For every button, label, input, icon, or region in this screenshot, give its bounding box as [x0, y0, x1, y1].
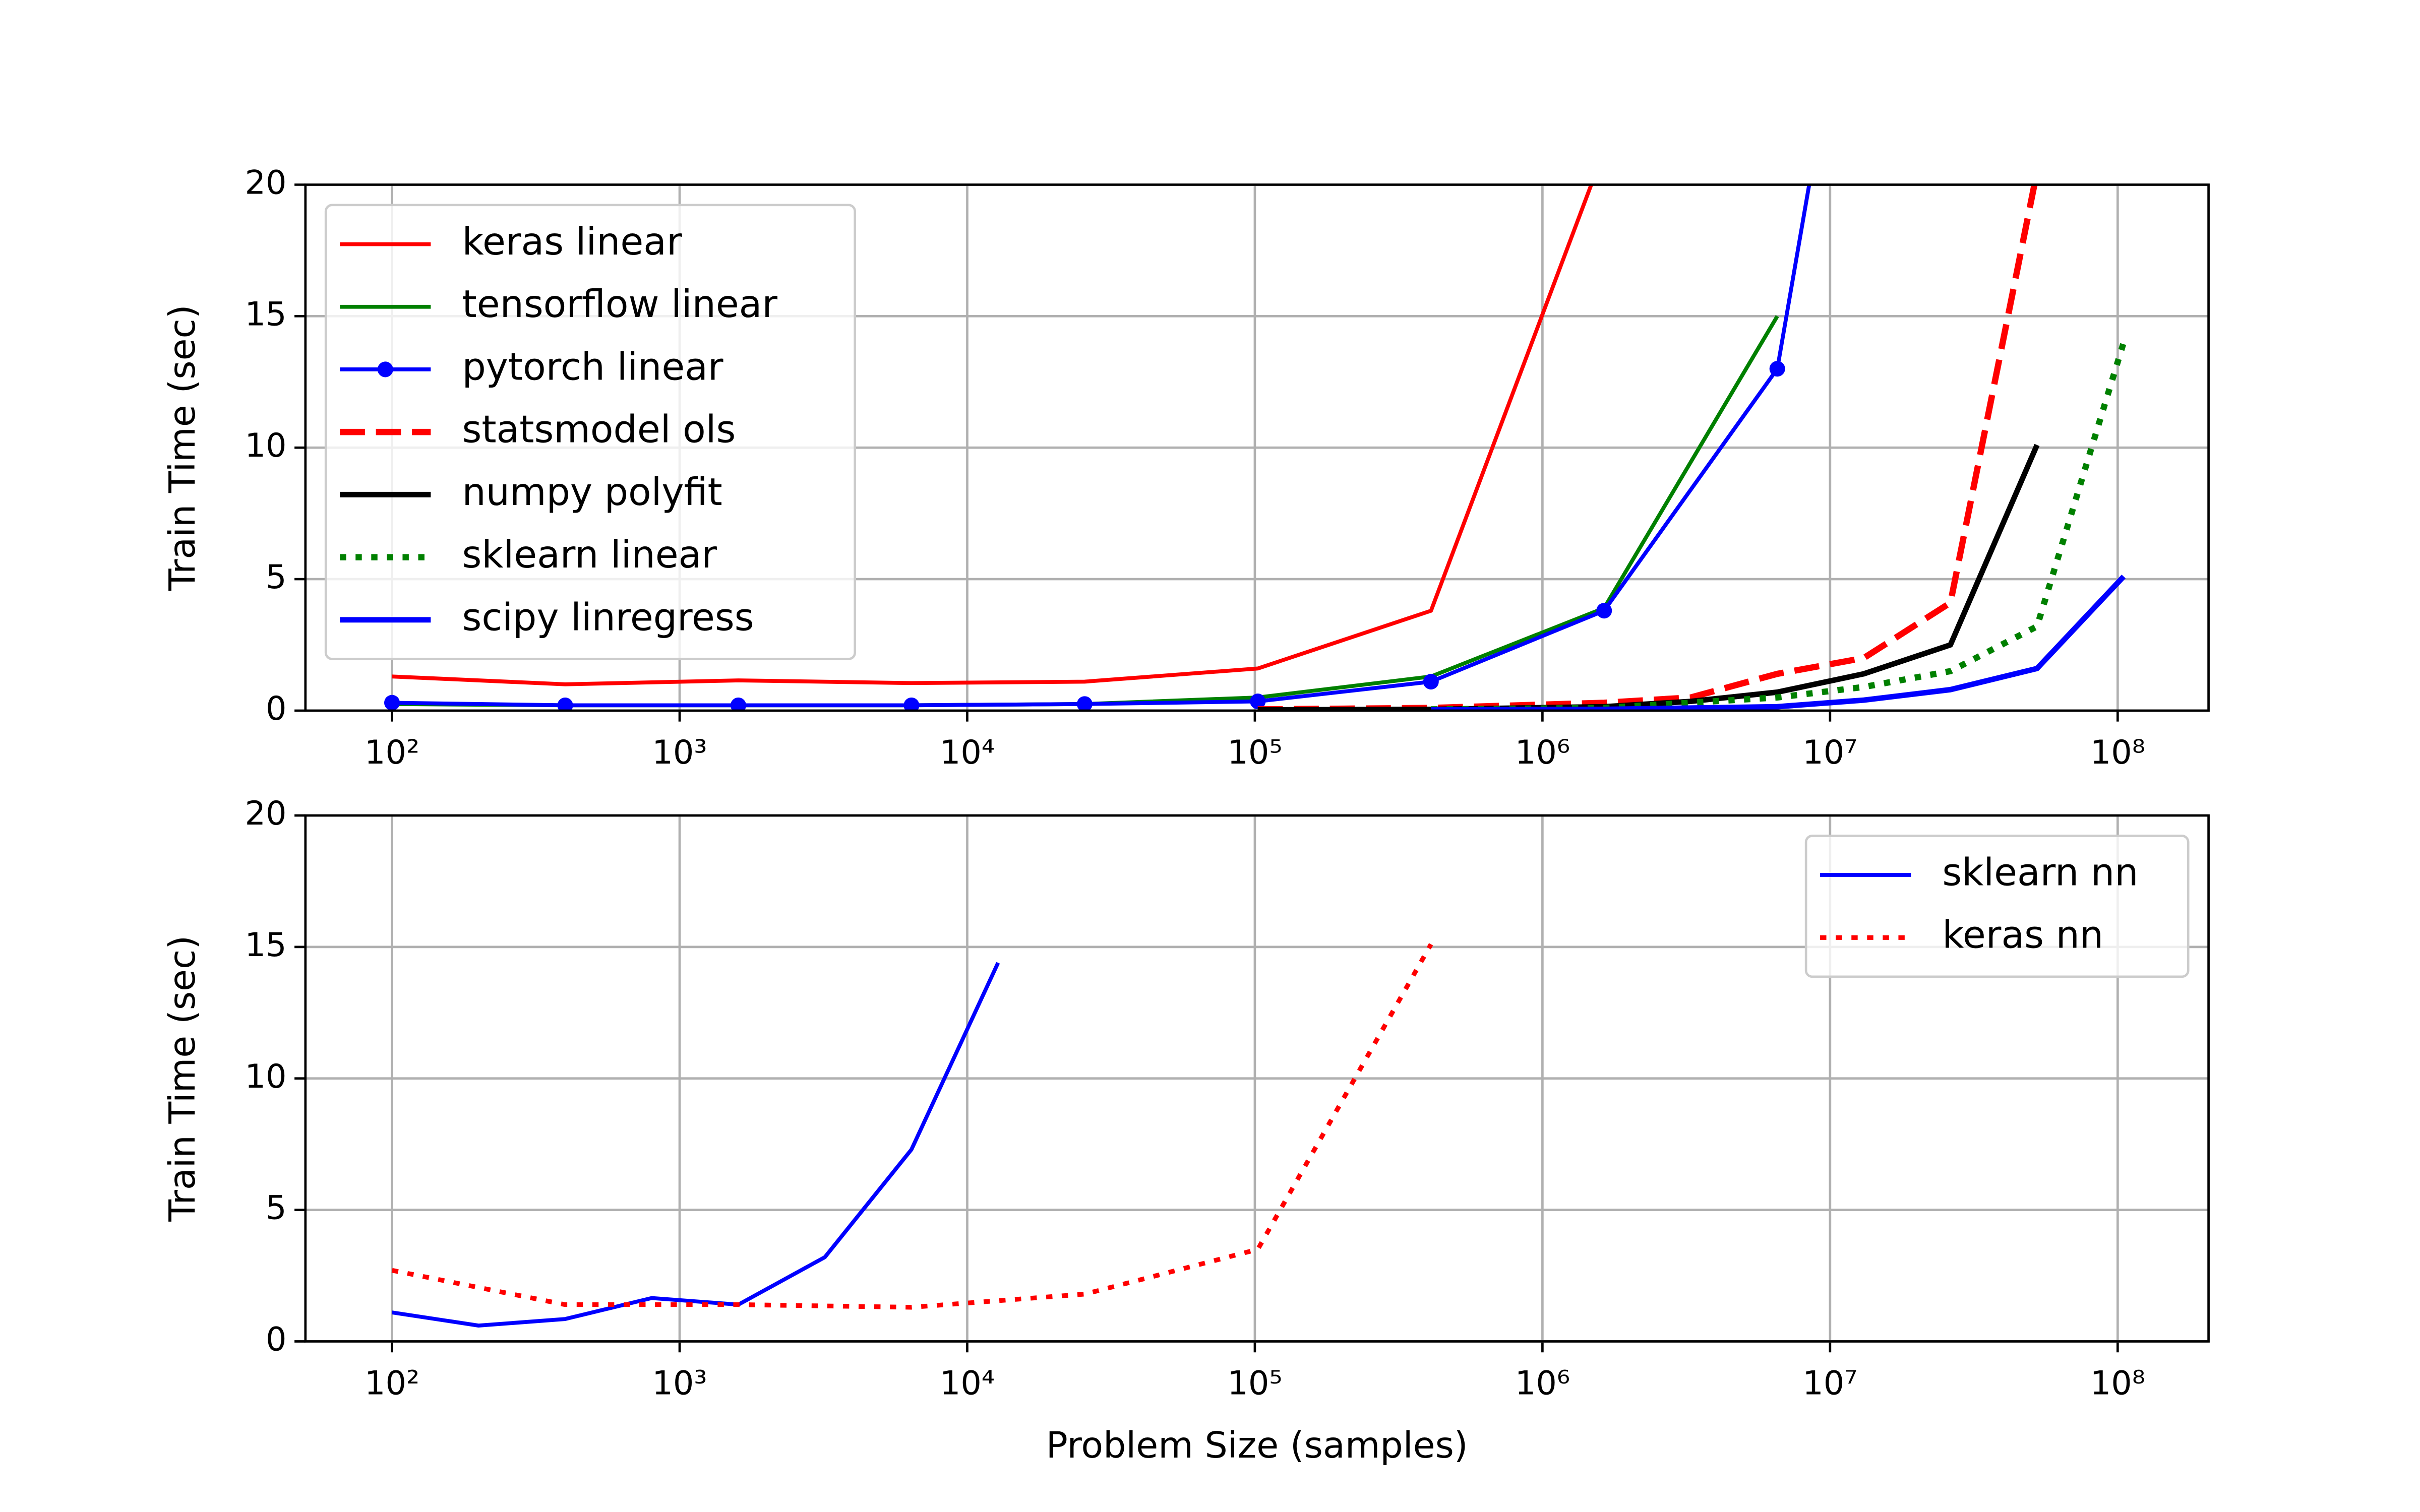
y-tick-label: 0 [266, 689, 287, 728]
x-tick-label: 10⁸ [2090, 1364, 2145, 1403]
x-tick-label: 10⁵ [1227, 1364, 1282, 1403]
data-point [557, 697, 573, 711]
data-point [730, 697, 746, 711]
x-tick-label: 10⁷ [1802, 1364, 1857, 1403]
y-tick-label: 5 [266, 1189, 287, 1227]
legend-label: scipy linregress [462, 595, 754, 639]
y-tick-label: 10 [245, 426, 287, 465]
x-tick-label: 10² [365, 733, 419, 772]
legend-box [324, 204, 857, 660]
y-tick-label: 20 [245, 794, 287, 833]
x-tick-label: 10⁵ [1227, 733, 1282, 772]
legend-label: sklearn linear [462, 533, 717, 577]
data-point [1250, 694, 1266, 710]
legend: sklearn nn keras nn [1804, 835, 2190, 978]
legend-label: statsmodel ols [462, 408, 736, 452]
legend-label: numpy polyfit [462, 470, 722, 514]
x-tick-label: 10⁴ [940, 733, 995, 772]
legend: keras linear tensorflow linear pytorch lin… [324, 204, 857, 660]
data-point [1769, 361, 1785, 377]
x-tick-label: 10⁶ [1515, 733, 1570, 772]
x-tick-label: 10² [365, 1364, 419, 1403]
x-tick-label: 10³ [652, 733, 707, 772]
data-point [1423, 674, 1439, 690]
data-point [1596, 603, 1612, 619]
x-tick-label: 10⁷ [1802, 733, 1857, 772]
series-line [391, 943, 1433, 1310]
plot-area [384, 184, 2127, 711]
legend-label: keras linear [462, 220, 682, 264]
x-tick-label: 10⁶ [1515, 1364, 1570, 1403]
y-tick-label: 15 [245, 295, 287, 333]
x-axis-label: Problem Size (samples) [1046, 1424, 1468, 1466]
legend-marker [377, 361, 393, 377]
x-tick-label: 10³ [652, 1364, 707, 1403]
y-tick-label: 15 [245, 926, 287, 964]
legend-box [1804, 835, 2190, 978]
y-tick-label: 5 [266, 558, 287, 596]
x-tick-label: 10⁴ [940, 1364, 995, 1403]
y-tick-label: 20 [245, 164, 287, 202]
legend-label: sklearn nn [1942, 851, 2138, 895]
x-tick-label: 10⁸ [2090, 733, 2145, 772]
y-tick-label: 0 [266, 1320, 287, 1359]
legend-label: keras nn [1942, 913, 2103, 957]
data-point [1076, 696, 1093, 711]
axes-frame [304, 183, 2210, 712]
axes-frame [304, 814, 2210, 1343]
legend-label: tensorflow linear [462, 282, 778, 326]
data-point [384, 695, 400, 711]
series-line [392, 184, 1594, 686]
series-line [392, 962, 1000, 1328]
y-axis-label: Train Time (sec) [161, 935, 203, 1222]
y-tick-label: 10 [245, 1057, 287, 1096]
y-axis-label: Train Time (sec) [161, 304, 203, 591]
series-line [392, 184, 1811, 708]
legend-label: pytorch linear [462, 345, 723, 389]
axes: 10² 10³ 10⁴ 10⁵ 10⁶ 10⁷ 10⁸ 0 5 10 15 20 Train Time … [161, 164, 2210, 772]
axes: 10² 10³ 10⁴ 10⁵ 10⁶ 10⁷ 10⁸ 0 5 10 15 20 Train Time … [161, 794, 2210, 1466]
series-line [1431, 575, 2126, 711]
data-point [903, 697, 920, 711]
plot-area [391, 943, 1433, 1328]
